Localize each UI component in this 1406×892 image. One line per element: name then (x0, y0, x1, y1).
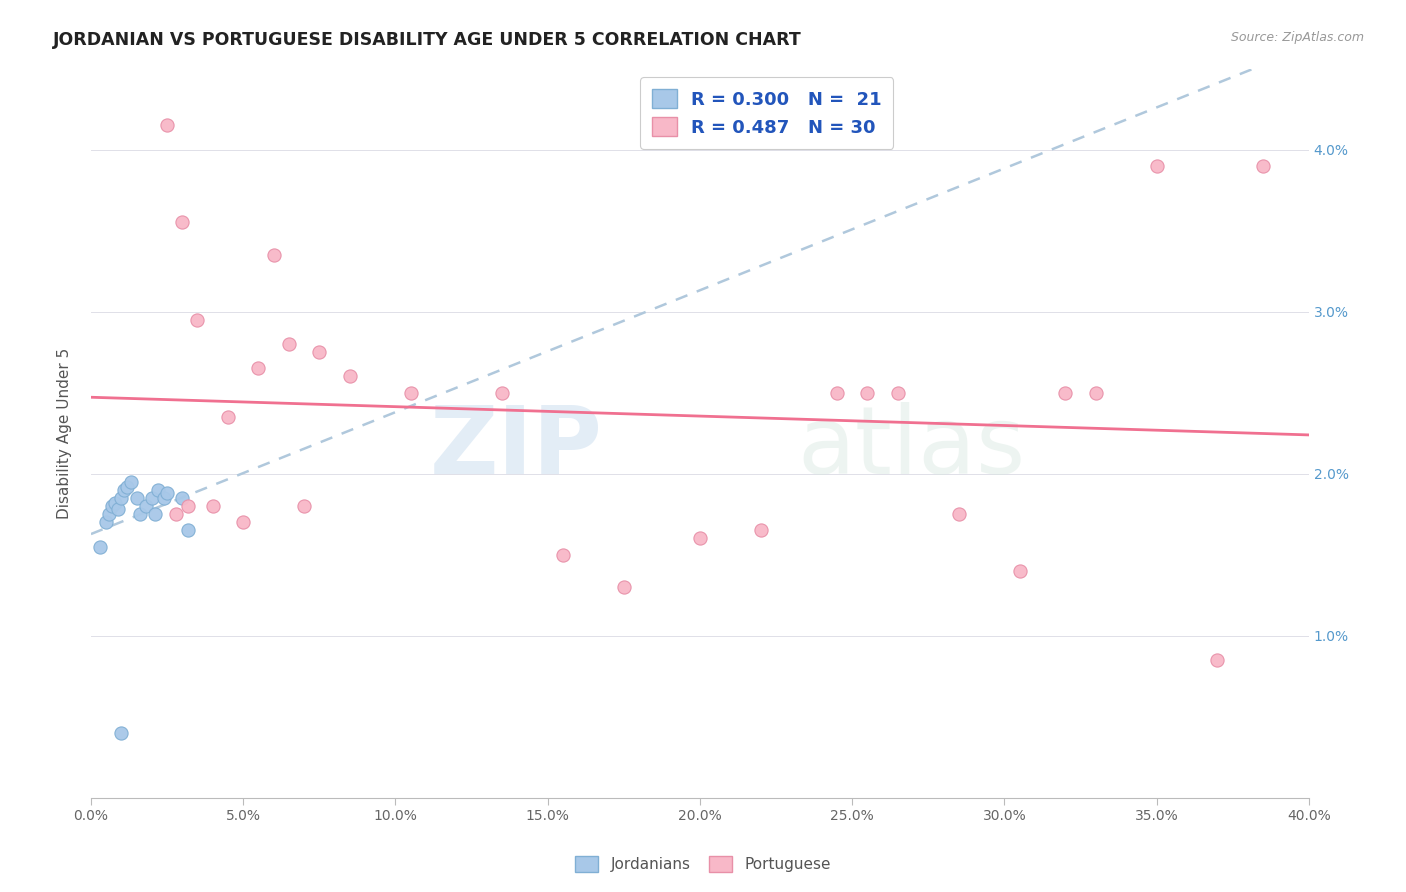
Point (551, 548, 574, 562)
Point (201, 499, 224, 513)
Point (120, 475, 142, 489)
Point (613, 580, 636, 594)
Point (825, 385, 848, 400)
Point (135, 499, 157, 513)
Point (128, 507, 150, 521)
Point (141, 491, 163, 505)
Point (156, 486, 179, 500)
Point (98, 507, 121, 521)
Point (125, 491, 148, 505)
Point (308, 345, 330, 359)
Point (689, 532, 711, 546)
Point (172, 491, 194, 505)
Point (1084, 385, 1107, 400)
Text: Source: ZipAtlas.com: Source: ZipAtlas.com (1230, 31, 1364, 45)
Point (96, 515, 118, 529)
Point (1008, 564, 1031, 578)
Point (165, 507, 187, 521)
Point (117, 479, 139, 493)
Point (107, 502, 129, 516)
Point (177, 499, 200, 513)
Text: JORDANIAN VS PORTUGUESE DISABILITY AGE UNDER 5 CORRELATION CHART: JORDANIAN VS PORTUGUESE DISABILITY AGE U… (53, 31, 803, 49)
Point (186, 312, 208, 326)
Point (110, 491, 132, 505)
Point (172, 215, 194, 229)
Text: ZIP: ZIP (430, 401, 602, 493)
Text: atlas: atlas (797, 401, 1025, 493)
Point (263, 248, 285, 262)
Point (1146, 159, 1168, 173)
Point (292, 499, 315, 513)
Point (1054, 385, 1077, 400)
Point (1206, 653, 1229, 667)
Point (112, 483, 135, 497)
Point (156, 118, 179, 132)
Point (856, 385, 879, 400)
Point (232, 515, 254, 529)
Point (1251, 159, 1274, 173)
Legend: Jordanians, Portuguese: Jordanians, Portuguese (568, 848, 838, 880)
Point (217, 409, 239, 424)
Point (491, 385, 513, 400)
Point (399, 385, 422, 400)
Point (110, 726, 132, 740)
Point (146, 483, 169, 497)
Point (101, 499, 124, 513)
Point (277, 337, 299, 351)
Point (339, 369, 361, 384)
Point (89, 540, 111, 554)
Point (153, 491, 176, 505)
Y-axis label: Disability Age Under 5: Disability Age Under 5 (58, 348, 72, 519)
Legend: R = 0.300   N =  21, R = 0.487   N = 30: R = 0.300 N = 21, R = 0.487 N = 30 (640, 78, 893, 149)
Point (749, 524, 772, 538)
Point (247, 361, 270, 376)
Point (104, 496, 127, 510)
Point (887, 385, 910, 400)
Point (948, 507, 970, 521)
Point (143, 507, 166, 521)
Point (177, 524, 200, 538)
